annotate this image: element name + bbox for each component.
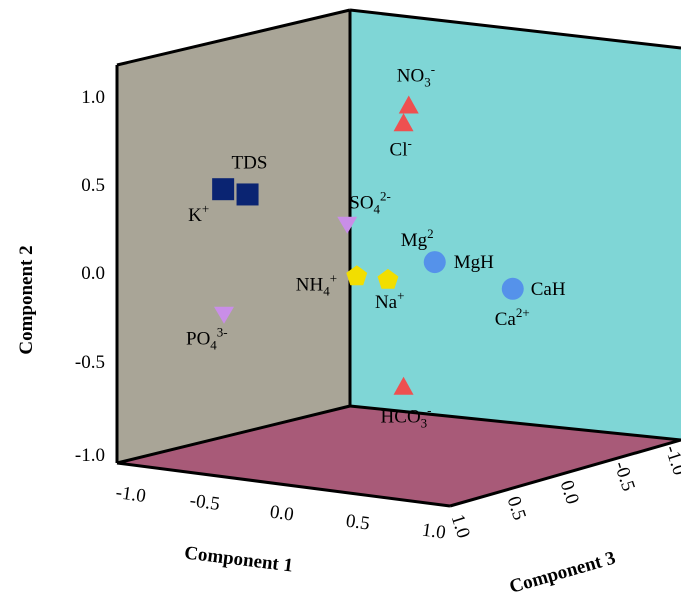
y-tick-label: -0.5 — [75, 352, 105, 373]
data-point-label: K+ — [188, 201, 209, 226]
y-tick-label: 0.5 — [81, 175, 105, 196]
z-axis-title: Component 3 — [507, 548, 618, 598]
z-tick-label: 0.0 — [556, 478, 583, 507]
back-wall-pane — [350, 10, 681, 440]
z-tick-label: -0.5 — [610, 459, 639, 494]
data-point-marker — [393, 113, 414, 132]
data-point-label: CaH — [531, 279, 566, 300]
data-point-marker — [337, 216, 358, 234]
data-point-label: Mg2 — [401, 226, 434, 251]
x-axis-title: Component 1 — [183, 542, 294, 576]
y-tick-label: 1.0 — [81, 87, 105, 108]
data-point-marker — [501, 277, 524, 300]
data-point-marker — [377, 268, 399, 289]
data-point-label: TDS — [232, 152, 268, 173]
data-point-label: HCO3- — [381, 403, 432, 431]
x-tick-label: 1.0 — [421, 520, 447, 544]
data-point-label: NH4+ — [296, 270, 337, 298]
data-point-marker — [393, 376, 414, 395]
data-point-marker — [214, 306, 234, 324]
x-axis-ticks: -1.0 -0.5 0.0 0.5 1.0 — [114, 482, 447, 544]
data-point-label: Ca2+ — [495, 305, 530, 330]
y-tick-label: -1.0 — [75, 445, 105, 466]
box-edges — [115, 8, 681, 508]
y-axis-title: Component 2 — [16, 245, 37, 354]
x-tick-label: 0.0 — [269, 502, 295, 526]
x-tick-label: -0.5 — [188, 490, 221, 515]
data-point-label: NO3- — [397, 61, 435, 89]
data-point-marker — [346, 265, 368, 286]
y-tick-label: 0.0 — [81, 263, 105, 284]
z-tick-label: -1.0 — [661, 443, 681, 478]
data-point-label: PO43- — [186, 325, 228, 353]
side-wall-pane — [117, 10, 350, 463]
z-tick-label: 1.0 — [447, 512, 474, 541]
y-axis-ticks: 1.0 0.5 0.0 -0.5 -1.0 — [75, 87, 105, 466]
data-point-label: Cl- — [390, 135, 412, 160]
x-tick-label: -1.0 — [114, 482, 147, 507]
data-point-label: MgH — [454, 252, 494, 273]
data-point-label: SO42- — [349, 189, 391, 217]
data-point-marker — [236, 183, 259, 206]
z-tick-label: 0.5 — [503, 494, 530, 523]
data-point-marker — [398, 95, 419, 114]
data-point-marker — [212, 178, 235, 201]
data-point-label: Na+ — [375, 288, 405, 313]
data-point-marker — [423, 251, 446, 274]
x-tick-label: 0.5 — [345, 511, 371, 535]
